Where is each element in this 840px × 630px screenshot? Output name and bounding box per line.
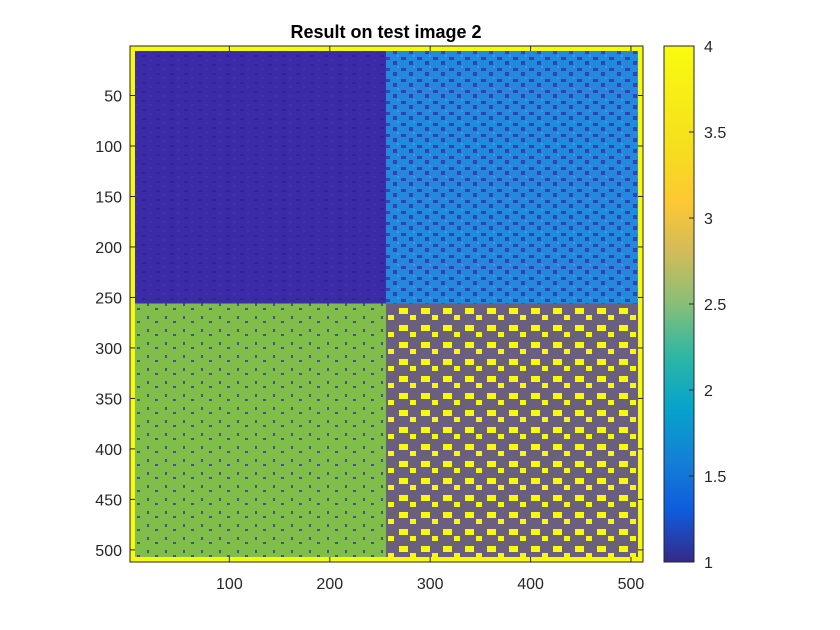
- y-tick-label: 150: [95, 189, 122, 206]
- y-tick-label: 50: [104, 88, 122, 105]
- y-tick-label: 100: [95, 139, 122, 156]
- x-axis: 100 200 300 400 500: [216, 46, 644, 593]
- heatmap-plot-area: [129, 45, 644, 563]
- y-tick-label: 500: [95, 543, 122, 560]
- colorbar-tick-label: 2: [704, 383, 713, 400]
- y-tick-label: 200: [95, 240, 122, 257]
- heatmap-region-texture-2: [385, 51, 638, 304]
- y-tick-label: 300: [95, 341, 122, 358]
- x-tick-label: 400: [517, 576, 544, 593]
- x-tick-label: 300: [417, 576, 444, 593]
- colorbar-tick-label: 4: [704, 39, 713, 56]
- heatmap-region-texture-4: [385, 303, 638, 557]
- colorbar-tick-label: 3: [704, 211, 713, 228]
- axes-box: [129, 45, 644, 563]
- x-tick-label: 100: [216, 576, 243, 593]
- colorbar-tick-label: 1.5: [704, 469, 726, 486]
- colorbar: 1 1.5 2 2.5 3 3.5 4: [663, 39, 726, 572]
- y-axis: 50 100 150 200 250 300 350 400 450 500: [95, 88, 643, 560]
- y-tick-label: 450: [95, 492, 122, 509]
- heatmap-region-texture-1: [135, 51, 386, 304]
- y-tick-label: 250: [95, 290, 122, 307]
- y-tick-label: 350: [95, 391, 122, 408]
- chart-title: Result on test image 2: [290, 22, 481, 42]
- x-tick-label: 500: [618, 576, 645, 593]
- heatmap-region-texture-3: [135, 303, 386, 557]
- colorbar-tick-label: 1: [704, 555, 713, 572]
- x-tick-label: 200: [316, 576, 343, 593]
- colorbar-tick-label: 3.5: [704, 125, 726, 142]
- colorbar-tick-label: 2.5: [704, 297, 726, 314]
- y-tick-label: 400: [95, 442, 122, 459]
